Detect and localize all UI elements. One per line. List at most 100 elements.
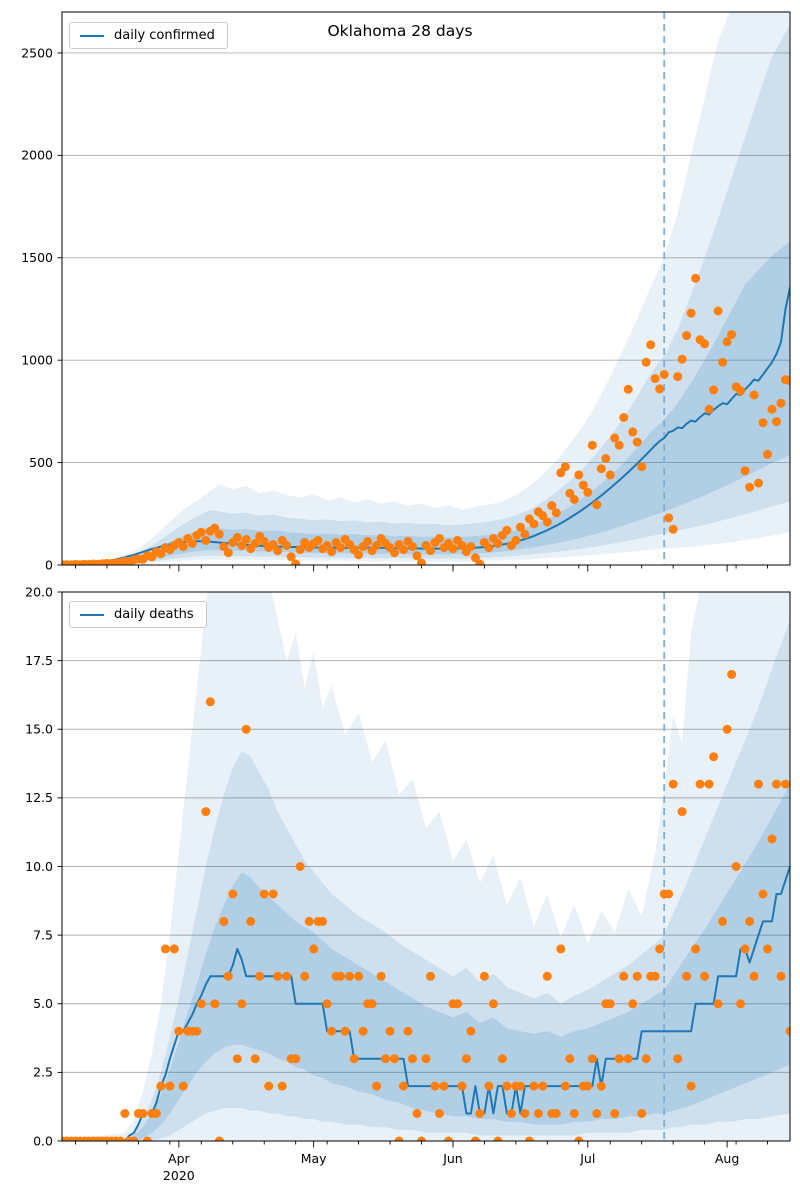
data-point [453, 999, 462, 1009]
data-point [785, 1026, 790, 1036]
data-point [749, 971, 759, 981]
data-point [560, 462, 570, 472]
y-tick-label: 15.0 [25, 722, 53, 737]
data-point [772, 779, 781, 789]
data-point [605, 999, 615, 1009]
data-point [758, 889, 768, 899]
data-point [129, 1136, 139, 1141]
data-point [259, 889, 269, 899]
data-point [781, 779, 790, 789]
data-point [691, 944, 701, 954]
legend-label-daily-deaths: daily deaths [114, 607, 194, 622]
y-tick-label: 500 [29, 455, 53, 470]
data-point [677, 354, 687, 364]
data-point [255, 971, 265, 981]
legend-daily-deaths: daily deaths [69, 601, 207, 628]
data-point [632, 437, 642, 447]
data-point [120, 1109, 130, 1118]
data-point [241, 534, 251, 544]
data-point [250, 539, 260, 548]
data-point [367, 999, 377, 1009]
data-point [727, 669, 737, 679]
data-point [605, 470, 615, 480]
data-point [673, 372, 683, 382]
data-point [444, 1136, 453, 1141]
data-point [201, 807, 211, 817]
x-tick-label: Apr [168, 1151, 190, 1166]
data-point [596, 1081, 606, 1091]
data-point [745, 482, 755, 492]
y-tick-label: 12.5 [25, 790, 53, 805]
data-point [232, 1054, 242, 1064]
data-point [740, 466, 750, 476]
legend-daily-confirmed: daily confirmed [69, 22, 228, 49]
daily-deaths-points [62, 669, 790, 1141]
data-point [646, 340, 656, 350]
data-point [763, 944, 772, 954]
x-tick-label: Jul [579, 1151, 595, 1166]
data-point [426, 971, 435, 981]
data-point [318, 916, 328, 926]
data-point [219, 916, 229, 926]
figure-title: Oklahoma 28 days [327, 22, 473, 40]
data-point [673, 1054, 683, 1064]
data-point [412, 1109, 422, 1118]
data-point [412, 551, 422, 561]
data-point [515, 1081, 525, 1091]
data-point [322, 999, 332, 1009]
confidence-band-mid [62, 619, 790, 1141]
data-point [569, 495, 579, 504]
data-point [542, 971, 552, 981]
data-point [709, 385, 719, 395]
data-point [421, 1054, 431, 1064]
data-point [574, 470, 584, 480]
data-point [372, 1081, 382, 1091]
data-point [704, 779, 714, 789]
data-point [740, 944, 750, 954]
data-point [695, 779, 705, 789]
data-point [632, 971, 642, 981]
data-point [668, 524, 678, 534]
data-point [749, 390, 759, 400]
data-point [574, 1136, 584, 1141]
data-point [637, 462, 647, 472]
data-point [408, 542, 417, 552]
data-point [300, 971, 310, 981]
data-point [628, 999, 638, 1009]
data-point [650, 374, 660, 384]
data-point [623, 384, 633, 394]
data-point [619, 413, 629, 422]
data-point [731, 862, 741, 871]
x-axis-labels: Apr 2020 May Jun Jul Aug [163, 1151, 739, 1183]
data-point [664, 513, 674, 523]
data-point [587, 440, 597, 450]
data-point [237, 999, 247, 1009]
data-point [295, 862, 305, 871]
data-point [758, 418, 768, 428]
data-point [641, 1054, 651, 1064]
data-point [417, 1136, 426, 1141]
data-point [358, 1026, 368, 1036]
data-point [506, 1109, 516, 1118]
data-point [659, 370, 669, 379]
data-point [551, 1109, 561, 1118]
data-point [246, 916, 256, 926]
data-point [565, 1054, 575, 1064]
x-tick-label: May [301, 1151, 327, 1166]
data-point [205, 697, 215, 707]
data-point [390, 1054, 399, 1064]
data-point [502, 525, 512, 535]
data-point [682, 971, 692, 981]
y-tick-label: 20.0 [25, 584, 53, 599]
data-point [650, 971, 660, 981]
data-point [493, 539, 503, 548]
data-point [718, 916, 728, 926]
data-point [304, 916, 314, 926]
data-point [700, 339, 710, 349]
data-point [336, 543, 346, 553]
data-point [264, 1081, 274, 1091]
x-axis-year-label: 2020 [163, 1168, 195, 1183]
data-point [551, 508, 561, 518]
data-point [354, 550, 364, 560]
